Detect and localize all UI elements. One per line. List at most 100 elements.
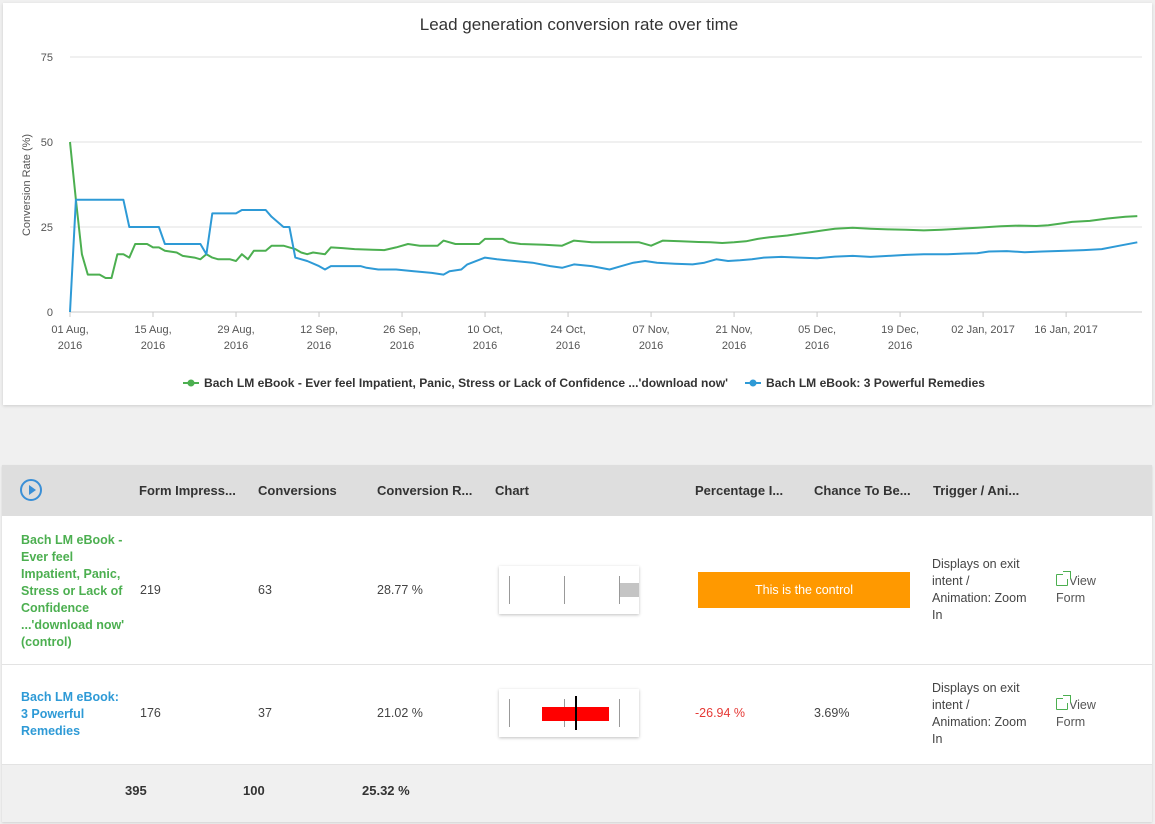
x-tick-label: 2016 — [639, 340, 663, 352]
header-chance-to-beat[interactable]: Chance To Be... — [814, 483, 911, 498]
x-tick-label: 19 Dec, — [881, 324, 919, 336]
header-conversion-rate[interactable]: Conversion R... — [377, 483, 473, 498]
trigger-line: Displays on exit — [932, 681, 1020, 695]
header-trigger-animation[interactable]: Trigger / Ani... — [933, 483, 1020, 498]
view-form-link[interactable]: View Form — [1056, 571, 1116, 607]
play-circle-icon[interactable] — [20, 479, 42, 501]
external-link-icon — [1056, 695, 1071, 710]
mini-chart-tick — [619, 699, 620, 727]
trigger-line: In — [932, 608, 943, 622]
x-tick-label: 01 Aug, — [51, 324, 88, 336]
variant-name-line: (control) — [21, 635, 72, 649]
variant-name-line: Remedies — [21, 724, 81, 738]
y-tick-label: 0 — [47, 307, 53, 319]
trigger-line: Animation: Zoom — [932, 715, 1027, 729]
view-form-label: Form — [1056, 591, 1086, 605]
x-tick-label: 2016 — [224, 340, 248, 352]
table-row: Bach LM eBook - Ever feel Impatient, Pan… — [2, 516, 1152, 665]
variant-name-link[interactable]: Bach LM eBook: 3 Powerful Remedies — [21, 689, 126, 740]
variant-name-line: Impatient, Panic, — [21, 567, 121, 581]
variant-name-line: Stress or Lack of — [21, 584, 123, 598]
series-line-2 — [69, 198, 1138, 313]
trigger-line: Displays on exit — [932, 557, 1020, 571]
series-line-1 — [69, 141, 1138, 279]
x-tick-label: 2016 — [390, 340, 414, 352]
table-row: Bach LM eBook: 3 Powerful Remedies 176 3… — [2, 665, 1152, 765]
table-header: Form Impress... Conversions Conversion R… — [2, 465, 1152, 516]
conversions-value: 37 — [258, 706, 272, 720]
trigger-line: Animation: Zoom — [932, 591, 1027, 605]
variant-name-line: Bach LM eBook: — [21, 690, 119, 704]
ab-test-results-table: Form Impress... Conversions Conversion R… — [2, 465, 1152, 822]
trigger-line: In — [932, 732, 943, 746]
x-tick-label: 2016 — [141, 340, 165, 352]
mini-chart-tick — [509, 699, 510, 727]
y-axis-label: Conversion Rate (%) — [21, 134, 33, 236]
y-tick-label: 50 — [41, 137, 53, 149]
x-tick-label: 2016 — [58, 340, 82, 352]
variant-name-line: 3 Powerful — [21, 707, 85, 721]
x-tick-label: 21 Nov, — [716, 324, 753, 336]
mini-interval-chart — [499, 566, 639, 614]
mini-interval-chart — [499, 689, 639, 737]
conversion-rate-value: 21.02 % — [377, 706, 423, 720]
x-tick-label: 2016 — [722, 340, 746, 352]
total-conversion-rate: 25.32 % — [362, 783, 410, 798]
x-tick-label: 29 Aug, — [217, 324, 254, 336]
totals-row: 395 100 25.32 % — [2, 765, 1152, 822]
impressions-value: 176 — [140, 706, 161, 720]
conversion-rate-chart: Lead generation conversion rate over tim… — [21, 15, 1142, 390]
variant-name-line: Ever feel — [21, 550, 74, 564]
view-form-link[interactable]: View Form — [1056, 695, 1116, 731]
y-tick-label: 75 — [41, 52, 53, 64]
impressions-value: 219 — [140, 583, 161, 597]
trigger-description: Displays on exit intent / Animation: Zoo… — [932, 556, 1032, 624]
chance-to-beat-value: 3.69% — [814, 706, 850, 720]
percentage-improvement-value: -26.94 % — [695, 706, 746, 720]
header-chart: Chart — [495, 483, 529, 498]
x-tick-label: 2016 — [888, 340, 912, 352]
variant-name-line: Confidence — [21, 601, 90, 615]
view-form-label: Form — [1056, 715, 1086, 729]
x-tick-label: 16 Jan, 2017 — [1034, 324, 1098, 336]
conversion-chart-panel: Lead generation conversion rate over tim… — [3, 3, 1152, 405]
y-tick-label: 25 — [41, 222, 53, 234]
x-tick-label: 2016 — [805, 340, 829, 352]
view-form-label: View — [1069, 698, 1096, 712]
external-link-icon — [1056, 571, 1071, 586]
mini-chart-tick — [619, 576, 620, 604]
x-tick-label: 10 Oct, — [467, 324, 502, 336]
header-form-impressions[interactable]: Form Impress... — [139, 483, 236, 498]
x-tick-label: 05 Dec, — [798, 324, 836, 336]
x-tick-label: 2016 — [307, 340, 331, 352]
legend-item-1: Bach LM eBook - Ever feel Impatient, Pan… — [204, 376, 728, 390]
x-tick-label: 02 Jan, 2017 — [951, 324, 1015, 336]
variant-name-line: Bach LM eBook - — [21, 533, 123, 547]
x-tick-label: 2016 — [556, 340, 580, 352]
trigger-line: intent / — [932, 698, 970, 712]
x-tick-label: 2016 — [473, 340, 497, 352]
control-badge: This is the control — [698, 572, 910, 608]
total-conversions: 100 — [243, 783, 265, 798]
legend-item-2: Bach LM eBook: 3 Powerful Remedies — [766, 376, 985, 390]
conversions-value: 63 — [258, 583, 272, 597]
mini-chart-tick — [509, 576, 510, 604]
variant-name-line: ...'download now' — [21, 618, 125, 632]
chart-title: Lead generation conversion rate over tim… — [420, 15, 738, 34]
x-tick-label: 24 Oct, — [550, 324, 585, 336]
x-tick-label: 26 Sep, — [383, 324, 421, 336]
view-form-label: View — [1069, 574, 1096, 588]
variant-name-link[interactable]: Bach LM eBook - Ever feel Impatient, Pan… — [21, 532, 131, 651]
mini-chart-marker — [575, 696, 577, 730]
mini-chart-tick — [564, 576, 565, 604]
header-conversions[interactable]: Conversions — [258, 483, 337, 498]
total-impressions: 395 — [125, 783, 147, 798]
conversion-rate-value: 28.77 % — [377, 583, 423, 597]
trigger-description: Displays on exit intent / Animation: Zoo… — [932, 680, 1032, 748]
x-tick-label: 07 Nov, — [633, 324, 670, 336]
mini-chart-bar — [620, 583, 639, 597]
legend-marker — [187, 379, 195, 387]
legend-marker — [749, 379, 757, 387]
header-percentage-improvement[interactable]: Percentage I... — [695, 483, 784, 498]
x-tick-label: 15 Aug, — [134, 324, 171, 336]
